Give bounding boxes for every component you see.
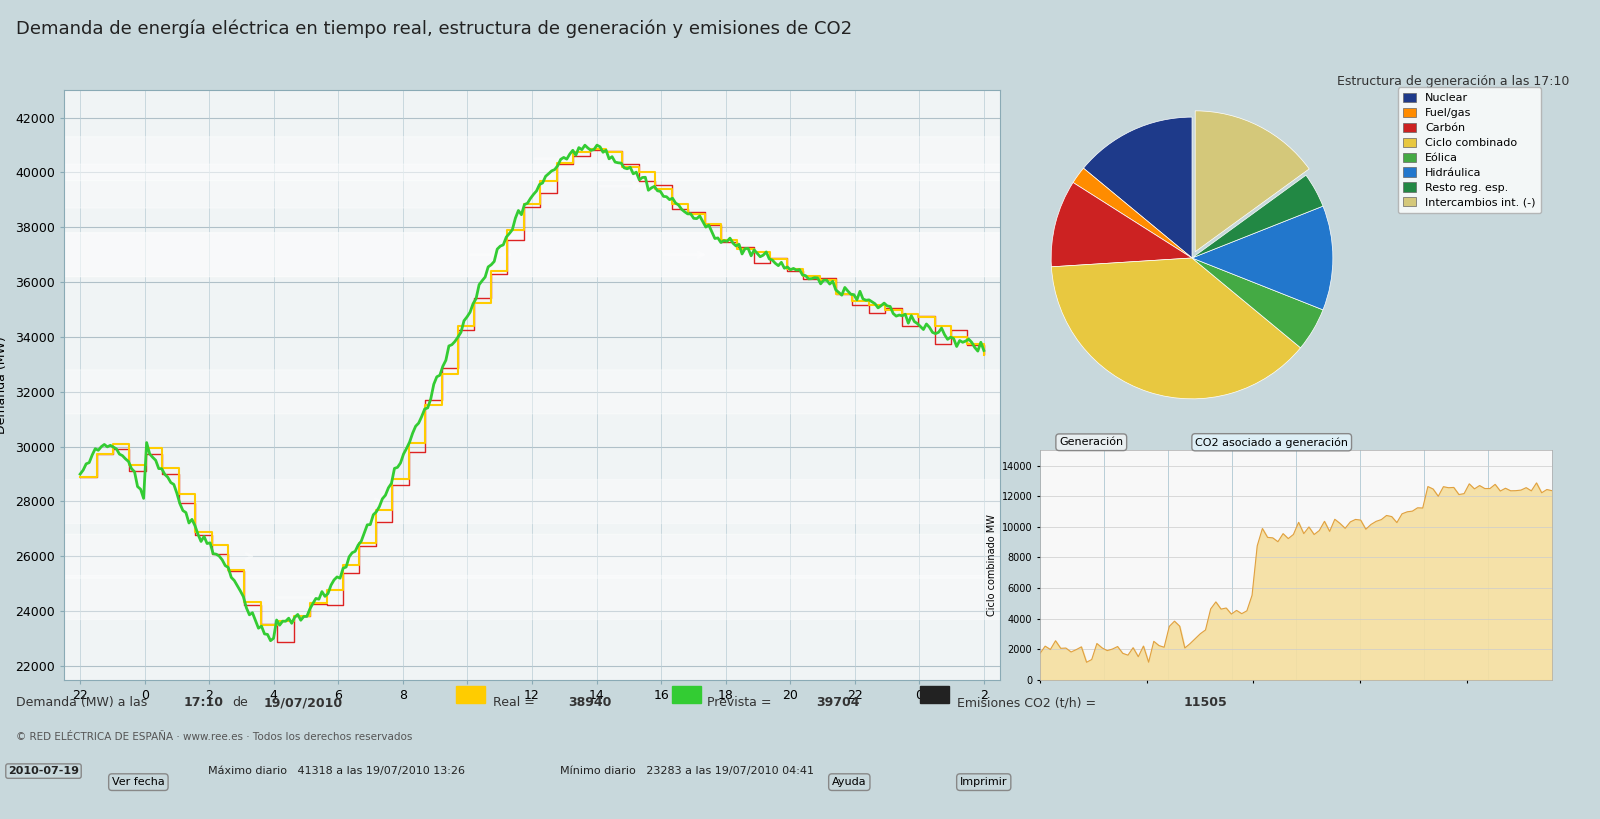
Text: 2010-07-19: 2010-07-19	[8, 766, 78, 776]
Text: Imprimir: Imprimir	[960, 777, 1008, 787]
Circle shape	[0, 480, 1600, 523]
Wedge shape	[1192, 206, 1333, 310]
Wedge shape	[1192, 258, 1323, 348]
Text: de: de	[232, 696, 248, 709]
Y-axis label: Ciclo combinado MW: Ciclo combinado MW	[987, 514, 997, 616]
Text: Emisiones CO2 (t/h) =: Emisiones CO2 (t/h) =	[957, 696, 1096, 709]
Text: Mínimo diario   23283 a las 19/07/2010 04:41: Mínimo diario 23283 a las 19/07/2010 04:…	[560, 766, 814, 776]
Text: Estructura de generación a las 17:10: Estructura de generación a las 17:10	[1338, 75, 1570, 88]
Bar	[920, 686, 949, 703]
Text: Real =: Real =	[493, 696, 534, 709]
Text: CO2 asociado a generación: CO2 asociado a generación	[1195, 437, 1349, 447]
Text: Máximo diario   41318 a las 19/07/2010 13:26: Máximo diario 41318 a las 19/07/2010 13:…	[208, 766, 466, 776]
Y-axis label: Demanda (MW): Demanda (MW)	[0, 336, 8, 434]
Wedge shape	[1195, 111, 1309, 251]
Legend: Nuclear, Fuel/gas, Carbón, Ciclo combinado, Eólica, Hidráulica, Resto reg. esp.,: Nuclear, Fuel/gas, Carbón, Ciclo combina…	[1397, 88, 1541, 213]
Circle shape	[0, 164, 1600, 208]
Text: 19/07/2010: 19/07/2010	[264, 696, 342, 709]
Circle shape	[0, 137, 1600, 181]
Circle shape	[0, 576, 1600, 619]
Wedge shape	[1083, 117, 1192, 258]
Text: Prevista =: Prevista =	[707, 696, 771, 709]
Wedge shape	[1051, 258, 1301, 399]
Text: Ver fecha: Ver fecha	[112, 777, 165, 787]
Text: 38940: 38940	[568, 696, 611, 709]
Wedge shape	[1192, 175, 1323, 258]
Text: Demanda (MW) a las: Demanda (MW) a las	[16, 696, 147, 709]
Circle shape	[0, 233, 1600, 277]
Circle shape	[0, 535, 1600, 578]
Text: 39704: 39704	[816, 696, 859, 709]
Wedge shape	[1074, 168, 1192, 258]
Text: Ayuda: Ayuda	[832, 777, 867, 787]
Text: 11505: 11505	[1184, 696, 1227, 709]
Wedge shape	[1051, 183, 1192, 267]
Bar	[672, 686, 701, 703]
Circle shape	[0, 233, 1600, 277]
Text: Demanda de energía eléctrica en tiempo real, estructura de generación y emisione: Demanda de energía eléctrica en tiempo r…	[16, 20, 853, 38]
Circle shape	[0, 370, 1600, 414]
Text: 17:10: 17:10	[184, 696, 224, 709]
Bar	[456, 686, 485, 703]
Text: Generación: Generación	[1059, 437, 1123, 447]
Text: © RED ELÉCTRICA DE ESPAÑA · www.ree.es · Todos los derechos reservados: © RED ELÉCTRICA DE ESPAÑA · www.ree.es ·…	[16, 732, 413, 742]
